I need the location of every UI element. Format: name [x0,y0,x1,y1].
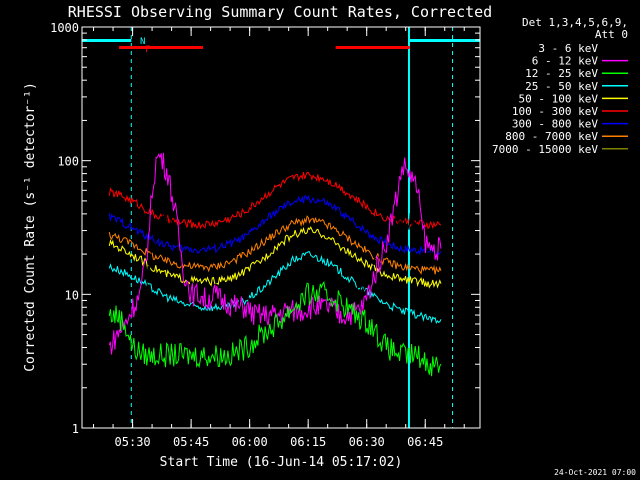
series-line-12-25-kev [108,281,442,377]
flag-f: F [145,45,150,55]
series-line-25-50-kev [108,251,442,325]
legend-label: 12 - 25 keV [525,67,598,80]
legend-label: 100 - 300 keV [512,105,598,118]
plot-axes: 1 10 100 1000 05:30 05:45 06:00 06:15 06:30 06:45 [50,21,481,449]
legend-label: 6 - 12 keV [532,55,599,68]
attenuator-bar-right [408,39,480,42]
legend-label: 25 - 50 keV [525,80,598,93]
x-tick-label: 05:30 [115,435,151,449]
x-tick-label: 06:30 [349,435,385,449]
legend-header-line: Att 0 [595,28,628,41]
flare-bar-1 [119,46,203,49]
series-lines [108,152,442,377]
series-line-6-12-kev [108,152,442,355]
y-tick-label: 10 [65,288,79,302]
attenuator-bar-left [82,39,132,42]
flag-n: N [140,37,145,47]
x-tick-label: 06:45 [407,435,443,449]
x-tick-label: 06:00 [232,435,268,449]
chart-title: RHESSI Observing Summary Count Rates, Co… [68,3,492,21]
legend-label: 3 - 6 keV [538,42,598,55]
x-tick-label: 06:15 [290,435,326,449]
x-axis-label: Start Time (16-Jun-14 05:17:02) [160,455,403,470]
footer-timestamp: 24-Oct-2021 07:00 [554,468,636,477]
plot-frame [81,26,481,429]
legend-label: 800 - 7000 keV [505,130,598,143]
flare-bar-2 [335,46,410,49]
legend-header-line: Det 1,3,4,5,6,9, [522,16,628,29]
y-axis-label: Corrected Count Rate (s⁻¹ detector⁻¹) [23,82,38,372]
legend-label: 50 - 100 keV [519,92,599,105]
y-tick-label: 100 [57,155,79,169]
y-tick-label: 1 [72,422,79,436]
series-line-800-7000-kev [108,215,442,275]
y-tick-label: 1000 [50,21,79,35]
legend-label: 7000 - 15000 keV [492,143,598,156]
x-tick-label: 05:45 [173,435,209,449]
legend-label: 300 - 800 keV [512,118,598,131]
legend-header: Det 1,3,4,5,6,9,Att 0 [522,16,628,41]
series-line-50-100-kev [108,226,442,289]
